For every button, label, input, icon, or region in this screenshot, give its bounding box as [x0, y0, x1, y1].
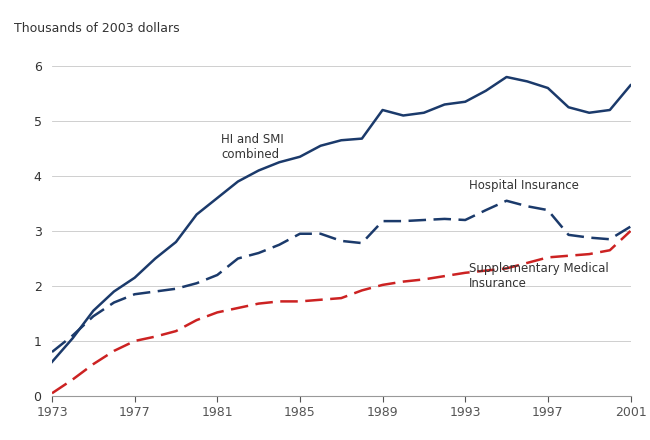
Text: Thousands of 2003 dollars: Thousands of 2003 dollars [14, 22, 180, 35]
Text: Supplementary Medical
Insurance: Supplementary Medical Insurance [469, 262, 609, 290]
Text: Hospital Insurance: Hospital Insurance [469, 180, 579, 192]
Text: HI and SMI
combined: HI and SMI combined [222, 133, 284, 161]
